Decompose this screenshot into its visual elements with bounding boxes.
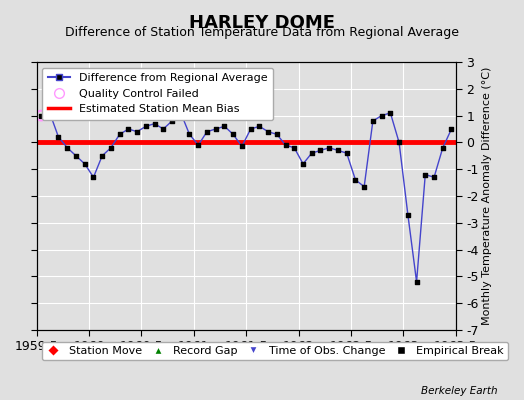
Point (72, 152, 80, 159)
Point (377, 112, 386, 119)
Point (238, 143, 246, 150)
Point (212, 126, 220, 132)
Point (246, 126, 255, 132)
Point (334, 147, 342, 154)
Point (430, 174, 438, 180)
Point (325, 144, 333, 151)
Point (386, 110, 395, 116)
Point (124, 126, 133, 132)
Point (264, 128, 272, 135)
Point (115, 131, 124, 138)
Point (412, 278, 421, 285)
Point (177, 110, 185, 116)
Point (194, 142, 202, 148)
Point (37, 112, 45, 119)
Point (54, 134, 63, 140)
Point (360, 184, 368, 190)
Point (272, 131, 281, 138)
Point (403, 212, 412, 218)
Point (369, 118, 377, 124)
Point (107, 144, 115, 151)
Y-axis label: Monthly Temperature Anomaly Difference (°C): Monthly Temperature Anomaly Difference (… (482, 67, 492, 325)
Point (220, 123, 228, 130)
Point (395, 139, 403, 146)
Text: HARLEY DOME: HARLEY DOME (189, 14, 335, 32)
Legend: Difference from Regional Average, Quality Control Failed, Estimated Station Mean: Difference from Regional Average, Qualit… (42, 68, 273, 120)
Point (447, 126, 456, 132)
Point (351, 177, 359, 183)
Point (185, 131, 194, 138)
Text: Berkeley Earth: Berkeley Earth (421, 386, 498, 396)
Point (98, 152, 106, 159)
Point (308, 150, 316, 156)
Point (290, 144, 299, 151)
Point (89, 174, 97, 180)
Point (203, 128, 211, 135)
Point (299, 161, 307, 167)
Point (150, 120, 159, 127)
Point (255, 123, 264, 130)
Point (421, 171, 430, 178)
Point (63, 144, 71, 151)
Point (159, 126, 168, 132)
Point (316, 147, 325, 154)
Legend: Station Move, Record Gap, Time of Obs. Change, Empirical Break: Station Move, Record Gap, Time of Obs. C… (42, 342, 508, 360)
Point (81, 161, 89, 167)
Point (168, 118, 176, 124)
Text: Difference of Station Temperature Data from Regional Average: Difference of Station Temperature Data f… (65, 26, 459, 39)
Point (229, 131, 237, 138)
Point (37, 112, 45, 119)
Point (133, 128, 141, 135)
Point (439, 144, 447, 151)
Point (141, 123, 150, 130)
Point (46, 110, 54, 116)
Point (281, 142, 290, 148)
Point (343, 150, 351, 156)
